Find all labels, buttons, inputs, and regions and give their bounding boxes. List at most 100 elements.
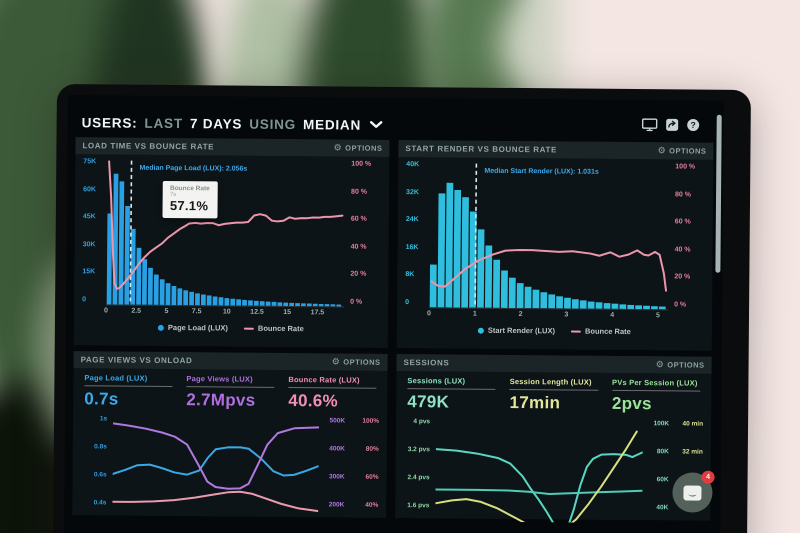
sparkline-chart-sessions: 4 pvs 3.2 pvs 2.4 pvs 1.6 pvs 100K 80K 60K 40K… — [395, 414, 711, 532]
sparkline-chart-page-views: 1s 0.8s 0.6s 0.4s 500K 400K 300K 200K 100% 80% 6… — [72, 411, 387, 529]
help-icon[interactable]: ? — [687, 118, 700, 136]
axis-tick-label: 12.5 — [250, 308, 264, 316]
tooltip-value: 57.1% — [169, 197, 209, 214]
axis-tick-label: 300K — [329, 473, 345, 481]
axis-tick-label: 500K — [329, 417, 346, 425]
axis-tick-label: 32 min — [682, 448, 703, 456]
axis-tick-label: 40K — [406, 161, 420, 169]
axis-tick-label: 0 — [405, 299, 410, 307]
axis-tick-label: 0.4s — [93, 499, 107, 507]
notification-badge: 4 — [701, 470, 715, 484]
chart-start-render: 40K 32K 24K 16K 8K 0 Median Start Render (LUX… — [397, 157, 714, 341]
axis-tick-label: 45K — [82, 213, 96, 221]
panel-page-views: PAGE VIEWS VS ONLOAD ⚙ OPTIONS Page Load … — [72, 351, 388, 518]
panel-grid: LOAD TIME VS BOUNCE RATE ⚙ OPTIONS 75K 60K… — [72, 137, 714, 524]
legend-dash-icon — [570, 329, 581, 333]
tooltip: Bounce Rate 7s 57.1% — [162, 180, 218, 219]
metric-label: Page Views (LUX) — [186, 374, 253, 384]
multi-line-chart — [435, 430, 644, 524]
axis-tick-label: 60% — [365, 473, 379, 481]
axis-tick-label: 40K — [656, 504, 669, 512]
toolbar-icons: ? — [641, 118, 700, 137]
metric-underline — [186, 386, 275, 388]
metric-value: 479K — [407, 392, 450, 412]
axis-tick-label: 0 % — [674, 301, 687, 309]
metric-sessions[interactable]: Sessions (LUX) 479K — [400, 376, 503, 413]
metric-underline — [509, 388, 599, 391]
page-title[interactable]: USERS: LAST 7 DAYS USING MEDIAN — [82, 115, 384, 133]
axis-tick-label: 15K — [82, 268, 96, 276]
axis-tick-label: 0 — [427, 310, 431, 318]
options-button[interactable]: ⚙ OPTIONS — [655, 359, 705, 370]
legend-item-line: Bounce Rate — [570, 326, 631, 336]
title-users: USERS: — [81, 114, 138, 131]
panel-title: LOAD TIME VS BOUNCE RATE — [82, 141, 215, 152]
legend-item-bars: Page Load (LUX) — [157, 323, 228, 333]
metric-page-load[interactable]: Page Load (LUX) 0.7s — [77, 373, 179, 410]
metric-page-views[interactable]: Page Views (LUX) 2.7Mpvs — [179, 374, 281, 411]
axis-tick-label: 8K — [405, 271, 415, 279]
options-button[interactable]: ⚙ OPTIONS — [657, 145, 707, 156]
axis-tick-label: 80K — [656, 448, 669, 456]
metric-label: Page Load (LUX) — [84, 373, 148, 383]
axis-tick-label: 3.2 pvs — [407, 446, 430, 454]
metrics-row: Page Load (LUX) 0.7s Page Views (LUX) 2.… — [73, 368, 387, 414]
scrollbar[interactable] — [715, 114, 722, 273]
axis-tick-label: 40 % — [350, 243, 367, 251]
metric-underline — [84, 385, 173, 388]
share-icon[interactable] — [666, 118, 679, 136]
axis-tick-label: 400K — [329, 445, 345, 453]
axis-tick-label: 40 min — [682, 420, 704, 428]
options-button[interactable]: ⚙ OPTIONS — [331, 356, 381, 367]
x-axis-labels: 0 2.5 5 7.5 10 12.5 15 17.5 — [104, 307, 350, 320]
axis-tick-label: 0.8s — [94, 443, 107, 451]
axis-tick-label: 2.5 — [131, 307, 142, 315]
plot-area-page-views[interactable] — [112, 415, 320, 521]
chevron-down-icon[interactable] — [370, 121, 383, 129]
metric-label: Session Length (LUX) — [509, 376, 592, 387]
histogram-and-line — [429, 163, 668, 310]
plot-area-sessions[interactable] — [435, 417, 644, 524]
chat-widget-button[interactable]: 4 — [672, 470, 715, 513]
panel-title: SESSIONS — [403, 358, 450, 368]
y-axis-left-labels: 1s 0.8s 0.6s 0.4s — [76, 414, 113, 526]
panel-load-time: LOAD TIME VS BOUNCE RATE ⚙ OPTIONS 75K 60K… — [73, 137, 390, 348]
axis-tick-label: 80% — [365, 445, 379, 453]
axis-tick-label: 60 % — [674, 218, 691, 226]
plot-area-start-render[interactable]: Median Start Render (LUX): 1.031s — [429, 161, 670, 311]
metric-pvs-per-session[interactable]: PVs Per Session (LUX) 2pvs — [605, 378, 708, 415]
metric-bounce-rate[interactable]: Bounce Rate (LUX) 40.6% — [281, 375, 383, 412]
x-axis-labels: 0 1 2 3 4 5 — [427, 310, 674, 323]
axis-tick-label: 80 % — [675, 190, 692, 199]
title-7days: 7 DAYS — [189, 115, 243, 132]
axis-tick-label: 40 % — [674, 246, 691, 254]
display-icon[interactable] — [641, 118, 658, 136]
axis-tick-label: 0 % — [350, 298, 363, 306]
options-button[interactable]: ⚙ OPTIONS — [333, 142, 383, 153]
axis-tick-label: 24K — [405, 216, 419, 224]
y-axis-left-labels: 40K 32K 24K 16K 8K 0 — [403, 161, 430, 307]
axis-tick-label: 100 % — [351, 160, 372, 168]
plot-area-load-time[interactable]: Median Page Load (LUX): 2.056s Bounce Ra… — [106, 158, 346, 308]
axis-tick-label: 17.5 — [310, 309, 325, 317]
axis-tick-label: 1 — [472, 310, 477, 318]
axis-tick-label: 2.4 pvs — [407, 474, 430, 482]
y-axis-left-labels: 4 pvs 3.2 pvs 2.4 pvs 1.6 pvs — [399, 417, 436, 529]
metric-value: 2.7Mpvs — [186, 390, 256, 410]
legend-dot-icon — [157, 324, 164, 331]
title-using: USING — [249, 116, 297, 132]
app-header: USERS: LAST 7 DAYS USING MEDIAN — [82, 109, 714, 141]
axis-tick-label: 5 — [164, 307, 169, 315]
axis-tick-label: 100 % — [675, 163, 696, 171]
axis-tick-label: 5 — [655, 312, 660, 320]
title-median: MEDIAN — [302, 116, 362, 133]
metric-session-length[interactable]: Session Length (LUX) 17min — [502, 377, 605, 414]
y-axis-right-labels: 100 % 80 % 60 % 40 % 20 % 0 % — [344, 161, 383, 307]
panel-title: PAGE VIEWS VS ONLOAD — [80, 355, 193, 366]
axis-tick-label: 60K — [83, 185, 96, 193]
metric-value: 40.6% — [288, 391, 339, 411]
axis-tick-label: 2 — [518, 311, 523, 319]
axis-tick-label: 0.6s — [93, 471, 107, 479]
histogram-and-line — [106, 160, 344, 307]
